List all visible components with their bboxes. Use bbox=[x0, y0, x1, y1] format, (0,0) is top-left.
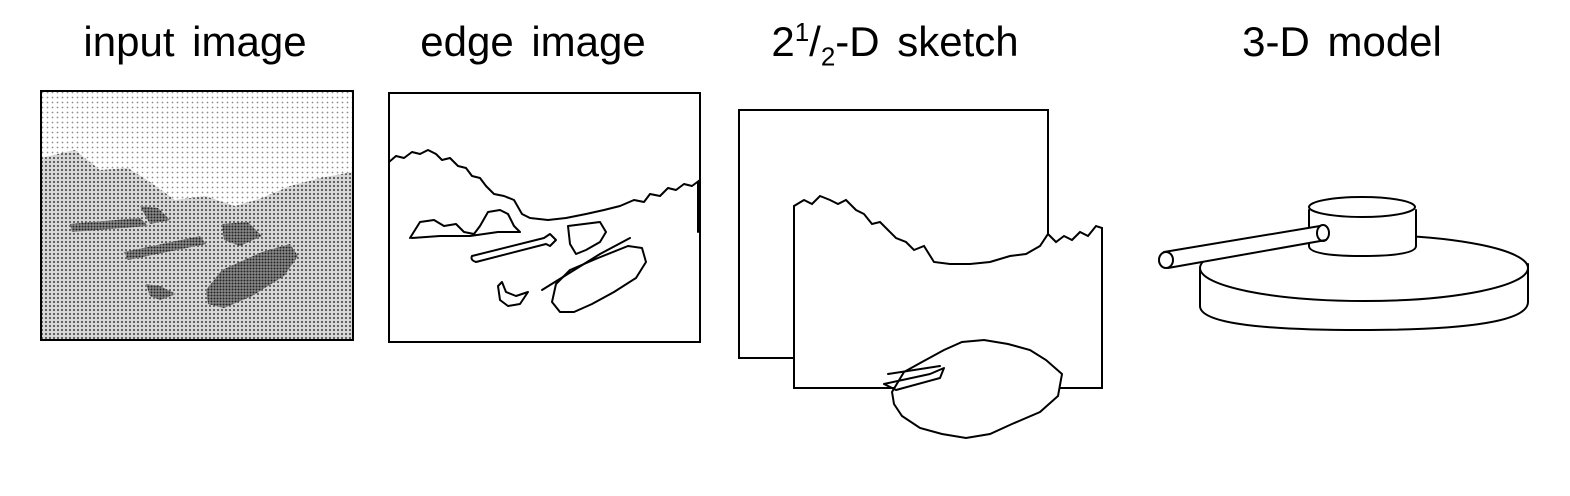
input-image-title: input image bbox=[83, 18, 307, 65]
sketch-title-whole: 2 bbox=[771, 18, 795, 65]
input-image-panel bbox=[40, 90, 354, 341]
sketch-tank-blob bbox=[890, 338, 1064, 440]
edge-skyline bbox=[388, 149, 701, 221]
sketch-gun-barrel bbox=[883, 367, 945, 391]
sketch-title-denominator: 2 bbox=[820, 41, 836, 72]
edge-tank-hull bbox=[551, 245, 647, 313]
model-barrel-muzzle bbox=[1158, 251, 1174, 269]
input-turret bbox=[222, 222, 262, 246]
edge-left-object bbox=[409, 209, 521, 239]
edge-image-panel bbox=[388, 92, 701, 343]
model-barrel-fill bbox=[1164, 226, 1326, 268]
model-panel bbox=[1158, 196, 1529, 331]
input-object-left-tip bbox=[140, 206, 170, 224]
model-turret-body bbox=[1308, 209, 1417, 257]
model-turret-top bbox=[1308, 196, 1416, 218]
input-gun-barrel bbox=[124, 236, 206, 260]
input-object-left bbox=[70, 218, 148, 232]
model-barrel-end bbox=[1316, 224, 1330, 242]
edge-image-title: edge image bbox=[420, 18, 646, 65]
sketch-title-numerator: 1 bbox=[794, 17, 810, 47]
edge-small-object bbox=[497, 281, 529, 307]
input-tank-hull bbox=[206, 244, 298, 308]
sketch-panel bbox=[738, 109, 1103, 440]
model-title: 3-D model bbox=[1242, 18, 1442, 65]
model-turret-fill bbox=[1309, 210, 1416, 256]
model-barrel-bottom bbox=[1167, 239, 1327, 269]
sketch-title-rest: -D sketch bbox=[835, 18, 1019, 65]
edge-gun-barrel bbox=[470, 233, 557, 263]
sketch-title: 21/2-D sketch bbox=[771, 17, 1019, 72]
sketch-barrel-edge bbox=[887, 365, 941, 375]
sketch-front-surface bbox=[793, 194, 1103, 389]
edge-tank-track bbox=[541, 237, 631, 291]
input-small-object bbox=[146, 284, 176, 300]
edge-image-frame bbox=[388, 92, 701, 343]
model-disc-bottom bbox=[1199, 301, 1529, 331]
model-barrel-top bbox=[1163, 225, 1321, 253]
edge-turret bbox=[567, 221, 607, 255]
input-image-frame bbox=[40, 90, 354, 341]
